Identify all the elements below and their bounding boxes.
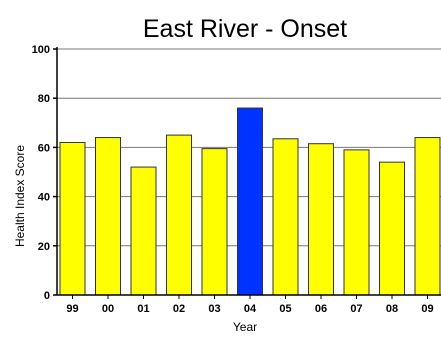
x-axis-label: Year [233, 320, 257, 334]
bar-09 [414, 137, 441, 296]
x-tick-label: 00 [102, 303, 114, 315]
bar-03 [201, 148, 228, 296]
x-tick-label: 99 [66, 303, 78, 315]
bar-05 [272, 138, 299, 296]
x-tick-label: 05 [279, 303, 291, 315]
x-tick-label: 04 [244, 303, 257, 315]
y-tick-label: 80 [38, 93, 50, 105]
y-tick-label: 20 [38, 241, 50, 253]
y-axis-label: Health Index Score [13, 145, 27, 247]
y-tick-label: 0 [44, 290, 50, 302]
bars [59, 107, 441, 296]
x-tick-labels: 99 00 01 02 03 04 05 06 07 08 09 [66, 303, 433, 315]
bar-01 [130, 166, 157, 296]
chart-title: East River - Onset [143, 15, 347, 43]
bar-00 [95, 137, 121, 296]
x-tick-label: 09 [421, 303, 433, 315]
bar-06 [308, 143, 334, 296]
y-tick-label: 60 [38, 142, 50, 154]
bar-99 [59, 141, 86, 296]
x-tick-label: 07 [350, 303, 362, 315]
y-tick-label: 100 [32, 44, 50, 56]
x-tick-label: 01 [137, 303, 149, 315]
axes [53, 47, 441, 299]
x-tick-label: 06 [315, 303, 327, 315]
y-tick-labels: 0 20 40 60 80 100 [32, 44, 50, 302]
y-tick-label: 40 [38, 192, 50, 204]
x-tick-label: 03 [208, 303, 220, 315]
bar-07 [343, 149, 370, 296]
bar-08 [379, 161, 405, 296]
bar-04 [237, 107, 263, 296]
x-tick-label: 08 [386, 303, 398, 315]
bar-02 [166, 134, 192, 296]
x-tick-label: 02 [173, 303, 185, 315]
